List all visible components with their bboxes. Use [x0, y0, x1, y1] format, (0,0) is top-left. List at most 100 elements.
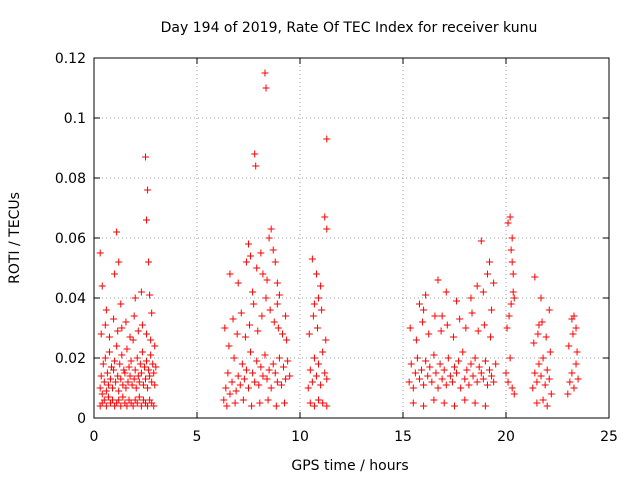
data-point: [262, 294, 270, 302]
data-point: [242, 258, 250, 266]
data-point: [321, 369, 329, 377]
data-point: [321, 213, 329, 221]
data-point: [469, 372, 477, 380]
data-point: [317, 381, 325, 389]
data-point: [490, 378, 498, 386]
data-point: [145, 366, 153, 374]
data-point: [315, 396, 323, 404]
data-point: [231, 399, 239, 407]
data-point: [273, 279, 281, 287]
data-point: [229, 315, 237, 323]
data-point: [255, 381, 263, 389]
data-point: [446, 372, 454, 380]
data-point: [117, 300, 125, 308]
data-point: [221, 324, 229, 332]
data-point: [432, 369, 440, 377]
data-point: [249, 369, 257, 377]
data-point: [409, 399, 417, 407]
data-point: [508, 258, 516, 266]
data-point: [232, 387, 240, 395]
data-point: [502, 369, 510, 377]
data-point: [443, 321, 451, 329]
data-point: [440, 399, 448, 407]
data-point: [492, 360, 500, 368]
data-point: [455, 357, 463, 365]
data-point: [442, 288, 450, 296]
data-point: [508, 384, 516, 392]
data-point: [304, 384, 312, 392]
data-point: [490, 279, 498, 287]
data-point: [137, 402, 145, 410]
data-point: [228, 378, 236, 386]
data-point: [142, 153, 149, 161]
data-point: [143, 216, 151, 224]
data-point: [119, 393, 127, 401]
data-point: [147, 351, 155, 359]
data-point: [149, 360, 157, 368]
data-point: [509, 270, 517, 278]
data-point: [310, 300, 318, 308]
data-point: [468, 309, 476, 317]
data-point: [226, 390, 234, 398]
data-point: [444, 354, 452, 362]
y-tick-label: 0.04: [55, 291, 86, 307]
data-point: [407, 360, 415, 368]
data-point: [572, 324, 580, 332]
data-point: [539, 354, 547, 362]
data-point: [411, 369, 419, 377]
data-point: [420, 306, 428, 314]
data-point: [534, 330, 542, 338]
data-point: [253, 264, 261, 272]
data-point: [461, 396, 469, 404]
data-point: [143, 330, 151, 338]
data-point: [102, 387, 110, 395]
x-axis-label: GPS time / hours: [291, 458, 408, 474]
data-point: [488, 306, 496, 314]
data-point: [533, 378, 541, 386]
data-point: [275, 291, 283, 299]
data-point: [233, 330, 241, 338]
data-point: [130, 312, 138, 320]
data-point: [137, 369, 145, 377]
data-point: [247, 252, 255, 260]
data-point: [133, 354, 141, 362]
data-point: [457, 384, 465, 392]
data-point: [251, 378, 259, 386]
data-point: [426, 363, 434, 371]
data-point: [271, 369, 279, 377]
data-point: [419, 318, 427, 326]
data-point: [278, 330, 286, 338]
data-point: [273, 378, 281, 386]
data-point: [434, 384, 442, 392]
data-point: [530, 339, 538, 347]
data-point: [543, 366, 551, 374]
data-point: [266, 306, 274, 314]
data-point: [230, 354, 238, 362]
data-point: [131, 366, 139, 374]
data-point: [323, 402, 331, 410]
data-point: [134, 372, 142, 380]
data-point: [467, 360, 475, 368]
data-point: [488, 372, 496, 380]
data-point: [247, 348, 255, 356]
data-point: [151, 381, 159, 389]
x-tick-label: 5: [193, 429, 202, 445]
data-point: [96, 384, 104, 392]
data-point: [274, 324, 282, 332]
data-point: [308, 378, 316, 386]
data-point: [510, 294, 518, 302]
data-point: [110, 315, 118, 323]
data-point: [312, 270, 320, 278]
data-point: [98, 282, 106, 290]
data-point: [539, 396, 547, 404]
data-point: [248, 402, 256, 410]
data-point: [118, 324, 126, 332]
data-point: [131, 294, 139, 302]
data-point: [113, 228, 121, 236]
data-point: [222, 384, 230, 392]
data-point: [224, 369, 232, 377]
data-point: [145, 258, 153, 266]
ticks-layer: 0 5 10 15 20 25 0 0.02 0.04 0.06 0.08 0.1 0.12: [55, 51, 618, 445]
data-point: [146, 291, 154, 299]
data-point: [409, 384, 417, 392]
